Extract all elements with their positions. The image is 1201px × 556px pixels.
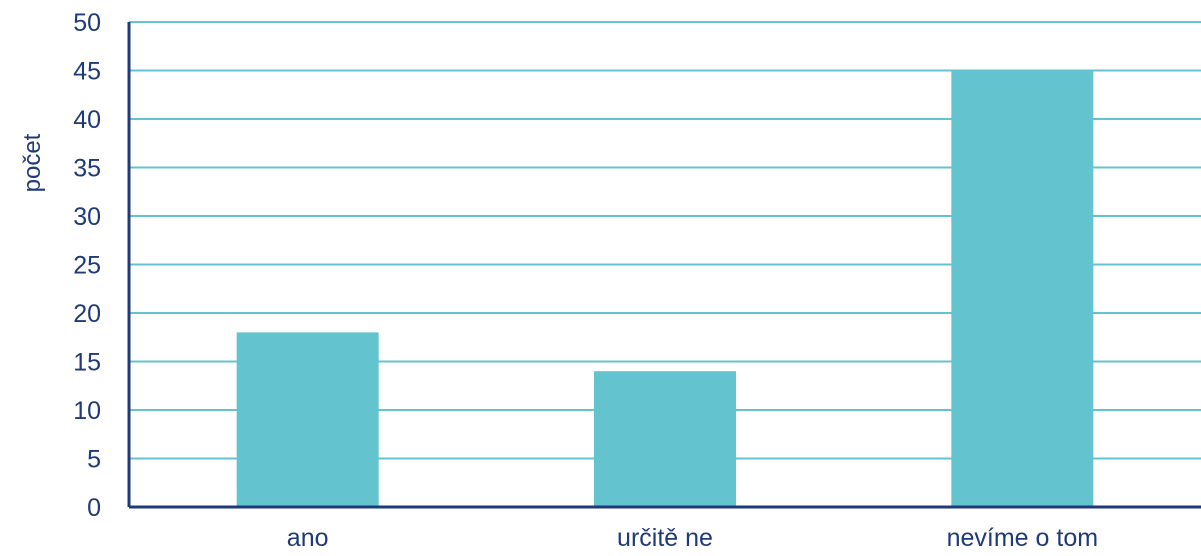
axes	[127, 22, 1201, 509]
x-category-label: nevíme o tom	[947, 524, 1098, 552]
bar	[236, 332, 379, 507]
y-tick-label: 35	[73, 155, 101, 183]
y-tick-label: 15	[73, 349, 101, 377]
y-tick-label: 10	[73, 397, 101, 425]
bar	[594, 371, 736, 507]
bar	[951, 70, 1094, 507]
y-axis-title: počet	[19, 133, 46, 192]
y-tick-labels: 0 5 10 15 20 25 30 35 40 45 50	[73, 9, 101, 522]
x-category-labels: ano určitě ne nevíme o tom	[287, 524, 1098, 552]
y-tick-label: 30	[73, 203, 101, 231]
x-category-label: určitě ne	[617, 524, 713, 552]
y-tick-label: 45	[73, 58, 101, 86]
y-tick-label: 0	[87, 494, 101, 522]
y-tick-label: 20	[73, 300, 101, 328]
bars	[236, 70, 1094, 507]
y-tick-label: 50	[73, 9, 101, 37]
y-tick-label: 5	[87, 446, 101, 474]
x-category-label: ano	[287, 524, 329, 552]
y-tick-label: 40	[73, 106, 101, 134]
y-tick-label: 25	[73, 252, 101, 280]
